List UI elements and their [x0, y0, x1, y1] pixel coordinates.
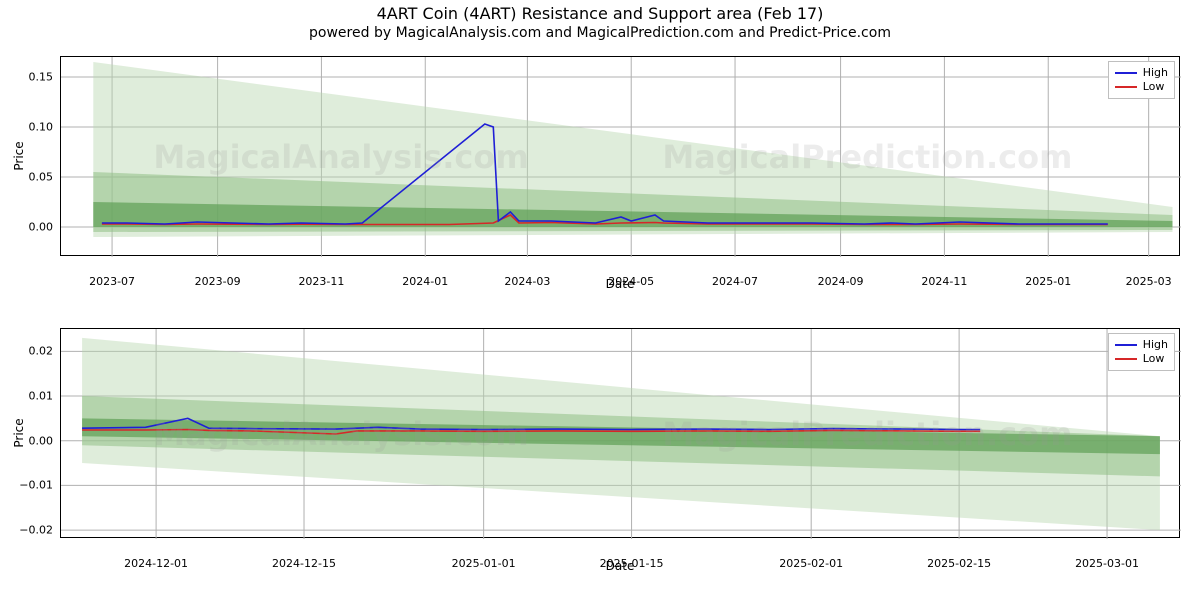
ytick-label: 0.15 [29, 71, 54, 84]
legend-swatch-low [1115, 86, 1137, 88]
xtick-label: 2023-09 [195, 275, 241, 288]
ytick-label: −0.01 [19, 479, 53, 492]
xtick-label: 2023-11 [298, 275, 344, 288]
legend: High Low [1108, 61, 1175, 99]
ytick-label: 0.10 [29, 121, 54, 134]
legend-swatch-high [1115, 72, 1137, 74]
legend-label-high: High [1143, 66, 1168, 80]
ytick-label: 0.05 [29, 171, 54, 184]
legend-label-low: Low [1143, 80, 1165, 94]
xtick-label: 2024-11 [921, 275, 967, 288]
chart-top-ylabel: Price [12, 141, 26, 170]
xtick-label: 2023-07 [89, 275, 135, 288]
xtick-label: 2024-03 [504, 275, 550, 288]
xtick-label: 2024-01 [402, 275, 448, 288]
legend-swatch-high [1115, 344, 1137, 346]
chart-svg [61, 329, 1181, 539]
xtick-label: 2025-02-01 [779, 557, 843, 570]
legend-swatch-low [1115, 358, 1137, 360]
chart-subtitle: powered by MagicalAnalysis.com and Magic… [0, 23, 1200, 45]
ytick-label: −0.02 [19, 524, 53, 537]
chart-svg [61, 57, 1181, 257]
legend-item-high: High [1115, 338, 1168, 352]
legend-item-low: Low [1115, 80, 1168, 94]
legend: High Low [1108, 333, 1175, 371]
chart-bottom-plot: Price −0.02−0.010.000.010.02 2024-12-012… [60, 328, 1180, 538]
ytick-label: 0.00 [29, 221, 54, 234]
xtick-label: 2025-01 [1025, 275, 1071, 288]
chart-top-xlabel: Date [606, 277, 635, 291]
chart-top-plot: Price 0.000.050.100.15 2023-072023-09202… [60, 56, 1180, 256]
ytick-label: 0.01 [29, 390, 54, 403]
xtick-label: 2024-07 [712, 275, 758, 288]
chart-bottom-xlabel: Date [606, 559, 635, 573]
page-root: 4ART Coin (4ART) Resistance and Support … [0, 0, 1200, 600]
xtick-label: 2025-01-01 [452, 557, 516, 570]
xtick-label: 2024-12-01 [124, 557, 188, 570]
ytick-label: 0.00 [29, 434, 54, 447]
xtick-label: 2025-03 [1126, 275, 1172, 288]
chart-title: 4ART Coin (4ART) Resistance and Support … [0, 0, 1200, 23]
legend-label-high: High [1143, 338, 1168, 352]
xtick-label: 2025-02-15 [927, 557, 991, 570]
xtick-label: 2024-12-15 [272, 557, 336, 570]
legend-item-low: Low [1115, 352, 1168, 366]
legend-label-low: Low [1143, 352, 1165, 366]
chart-bottom: Price −0.02−0.010.000.010.02 2024-12-012… [60, 328, 1180, 538]
legend-item-high: High [1115, 66, 1168, 80]
chart-top: Price 0.000.050.100.15 2023-072023-09202… [60, 56, 1180, 256]
xtick-label: 2025-03-01 [1075, 557, 1139, 570]
ytick-label: 0.02 [29, 345, 54, 358]
chart-bottom-ylabel: Price [12, 418, 26, 447]
xtick-label: 2024-09 [818, 275, 864, 288]
